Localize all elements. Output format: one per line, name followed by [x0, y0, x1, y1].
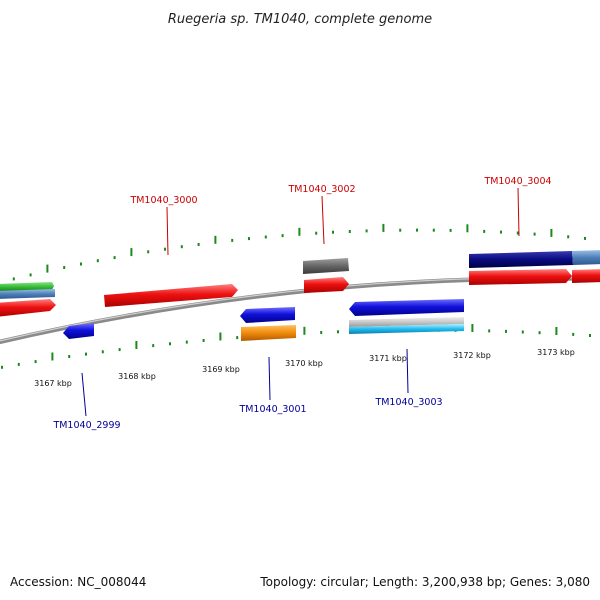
cds-feature	[241, 325, 296, 341]
gene-label[interactable]: TM1040_3001	[238, 404, 306, 415]
gene-label[interactable]: TM1040_3003	[374, 397, 442, 408]
leader-line	[406, 348, 409, 394]
leader-line	[81, 372, 87, 417]
tick-label: 3173 kbp	[537, 348, 575, 357]
cds-feature	[349, 324, 464, 334]
cds-feature	[104, 284, 238, 307]
gene-label[interactable]: TM1040_3004	[483, 176, 551, 187]
leader-line	[321, 195, 325, 245]
cds-feature	[572, 269, 600, 283]
label-leaders	[81, 187, 520, 417]
tick-label: 3172 kbp	[453, 351, 491, 360]
tick-label: 3170 kbp	[285, 359, 323, 368]
tick-label: 3167 kbp	[34, 379, 72, 388]
cds-feature	[303, 258, 349, 274]
leader-line	[517, 187, 520, 237]
cds-feature	[572, 250, 600, 265]
cds-feature	[0, 282, 54, 292]
leader-line	[166, 206, 169, 256]
cds-feature	[349, 299, 464, 316]
cds-feature	[304, 277, 349, 293]
gene-label[interactable]: TM1040_3002	[287, 184, 355, 195]
cds-feature	[0, 289, 55, 299]
gene-label[interactable]: TM1040_3000	[129, 195, 197, 206]
cds-feature	[469, 251, 573, 268]
feature-track-reverse	[63, 299, 464, 341]
tick-track-outer	[12, 223, 586, 281]
feature-track-forward	[0, 250, 600, 317]
cds-feature	[240, 307, 295, 323]
genome-summary-text: Topology: circular; Length: 3,200,938 bp…	[259, 575, 590, 589]
cds-feature	[349, 317, 464, 327]
accession-text: Accession: NC_008044	[10, 575, 146, 589]
cds-feature	[63, 323, 94, 339]
leader-line	[268, 356, 271, 401]
cds-feature	[0, 299, 56, 317]
page-title: Ruegeria sp. TM1040, complete genome	[168, 12, 432, 27]
cds-feature	[469, 269, 572, 285]
gene-label[interactable]: TM1040_2999	[52, 420, 120, 431]
tick-label: 3169 kbp	[202, 365, 240, 374]
tick-label: 3168 kbp	[118, 372, 156, 381]
tick-labels: 3167 kbp 3168 kbp 3169 kbp 3170 kbp 3171…	[34, 348, 575, 388]
gene-labels: TM1040_3000 TM1040_3002 TM1040_3004 TM10…	[52, 176, 551, 431]
tick-label: 3171 kbp	[369, 354, 407, 363]
